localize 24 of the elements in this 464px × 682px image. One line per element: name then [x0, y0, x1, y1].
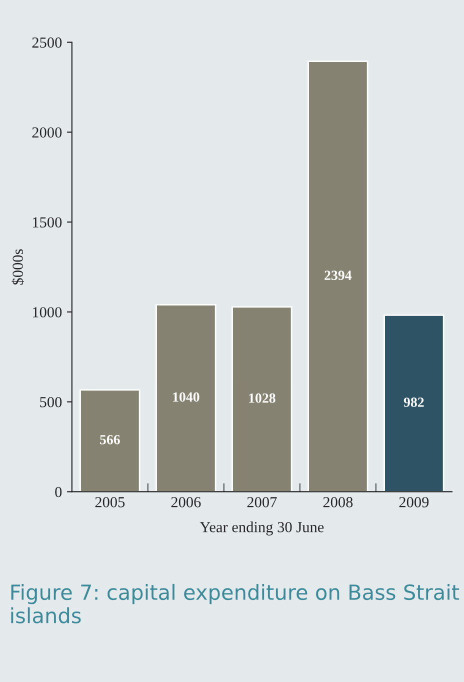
data-label: 1028 — [249, 393, 276, 403]
x-tick-label: 2009 — [399, 497, 429, 508]
bar — [80, 389, 140, 492]
y-tick-label: 2500 — [32, 37, 62, 48]
x-tick-label: 2007 — [247, 497, 277, 508]
bar — [232, 306, 292, 492]
bar — [308, 60, 368, 492]
y-axis-title: $000s — [12, 249, 24, 285]
data-label: 566 — [100, 434, 120, 444]
y-tick-label: 2000 — [32, 127, 62, 138]
x-tick-label: 2005 — [95, 497, 125, 508]
data-label: 982 — [404, 398, 424, 407]
bar — [384, 314, 444, 492]
x-tick-label: 2008 — [323, 497, 353, 508]
x-tick-label: 2006 — [171, 497, 201, 508]
data-label: 1040 — [173, 392, 200, 402]
bar — [156, 304, 216, 492]
data-label: 2394 — [324, 270, 352, 280]
y-tick-label: 1000 — [32, 307, 62, 318]
y-tick-label: 0 — [55, 486, 62, 498]
y-tick-label: 1500 — [32, 217, 62, 228]
y-tick-label: 500 — [40, 396, 62, 408]
text: Figure 7: capital expenditure on Bass Strait islands — [11, 584, 460, 624]
x-axis-title: Year ending 30 June — [200, 522, 324, 536]
